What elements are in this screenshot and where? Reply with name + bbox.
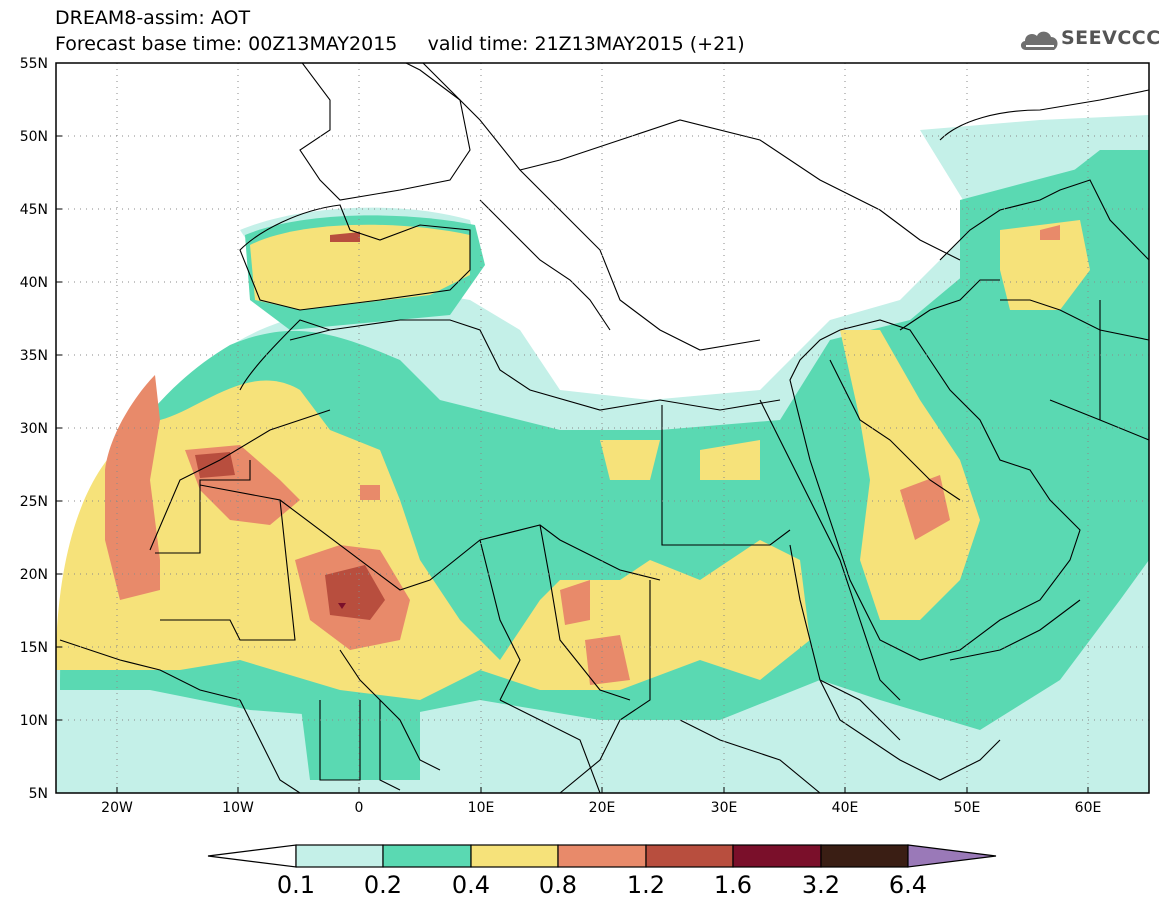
lon-label-30e: 30E xyxy=(711,800,738,816)
lon-label-10e: 10E xyxy=(468,800,495,816)
colorbar-segment xyxy=(732,844,822,868)
forecast-time-line: Forecast base time: 00Z13MAY2015 valid t… xyxy=(55,33,745,55)
colorbar-segment xyxy=(557,844,647,868)
colorbar-segment xyxy=(470,844,559,868)
lon-label-20w: 20W xyxy=(101,800,133,816)
lat-label-40n: 40N xyxy=(20,275,48,291)
colorbar-extend-low xyxy=(207,844,297,868)
lat-label-15n: 15N xyxy=(20,640,48,656)
lon-ticks xyxy=(116,787,1089,793)
colorbar-segment xyxy=(295,844,384,868)
seevccc-logo xyxy=(1018,24,1158,56)
lon-label-10w: 10W xyxy=(222,800,254,816)
colorbar-extend-high xyxy=(907,844,997,868)
colorbar-segment xyxy=(382,844,472,868)
colorbar-label-0.4: 0.4 xyxy=(452,871,490,899)
country-borders xyxy=(59,63,1149,793)
colorbar-label-1.6: 1.6 xyxy=(714,871,752,899)
colorbar-segment xyxy=(820,844,909,868)
colorbar-label-1.2: 1.2 xyxy=(627,871,665,899)
lat-label-30n: 30N xyxy=(20,421,48,437)
colorbar-labels: 0.1 0.2 0.4 0.8 1.2 1.6 3.2 6.4 xyxy=(277,871,927,899)
colorbar xyxy=(207,844,997,868)
colorbar-label-0.8: 0.8 xyxy=(539,871,577,899)
lon-label-50e: 50E xyxy=(954,800,981,816)
lat-ticks xyxy=(56,62,62,721)
lat-label-25n: 25N xyxy=(20,494,48,510)
lat-label-5n: 5N xyxy=(29,786,48,802)
map-title: DREAM8-assim: AOT xyxy=(55,7,251,29)
colorbar-label-0.1: 0.1 xyxy=(277,871,315,899)
lat-label-10n: 10N xyxy=(20,713,48,729)
lon-label-0: 0 xyxy=(355,800,364,816)
lon-label-60e: 60E xyxy=(1075,800,1102,816)
colorbar-label-3.2: 3.2 xyxy=(802,871,840,899)
lat-label-35n: 35N xyxy=(20,348,48,364)
logo-text: SEEVCCC xyxy=(1061,27,1161,49)
lat-label-55n: 55N xyxy=(20,56,48,72)
aot-fields xyxy=(56,115,1149,793)
lon-label-20e: 20E xyxy=(589,800,616,816)
lat-lon-grid xyxy=(56,63,1149,793)
colorbar-label-0.2: 0.2 xyxy=(364,871,402,899)
lon-label-40e: 40E xyxy=(832,800,859,816)
cloud-icon xyxy=(1020,31,1058,50)
colorbar-segment xyxy=(645,844,734,868)
lat-label-50n: 50N xyxy=(20,129,48,145)
lat-label-20n: 20N xyxy=(20,567,48,583)
lat-label-45n: 45N xyxy=(20,202,48,218)
colorbar-label-6.4: 6.4 xyxy=(889,871,927,899)
